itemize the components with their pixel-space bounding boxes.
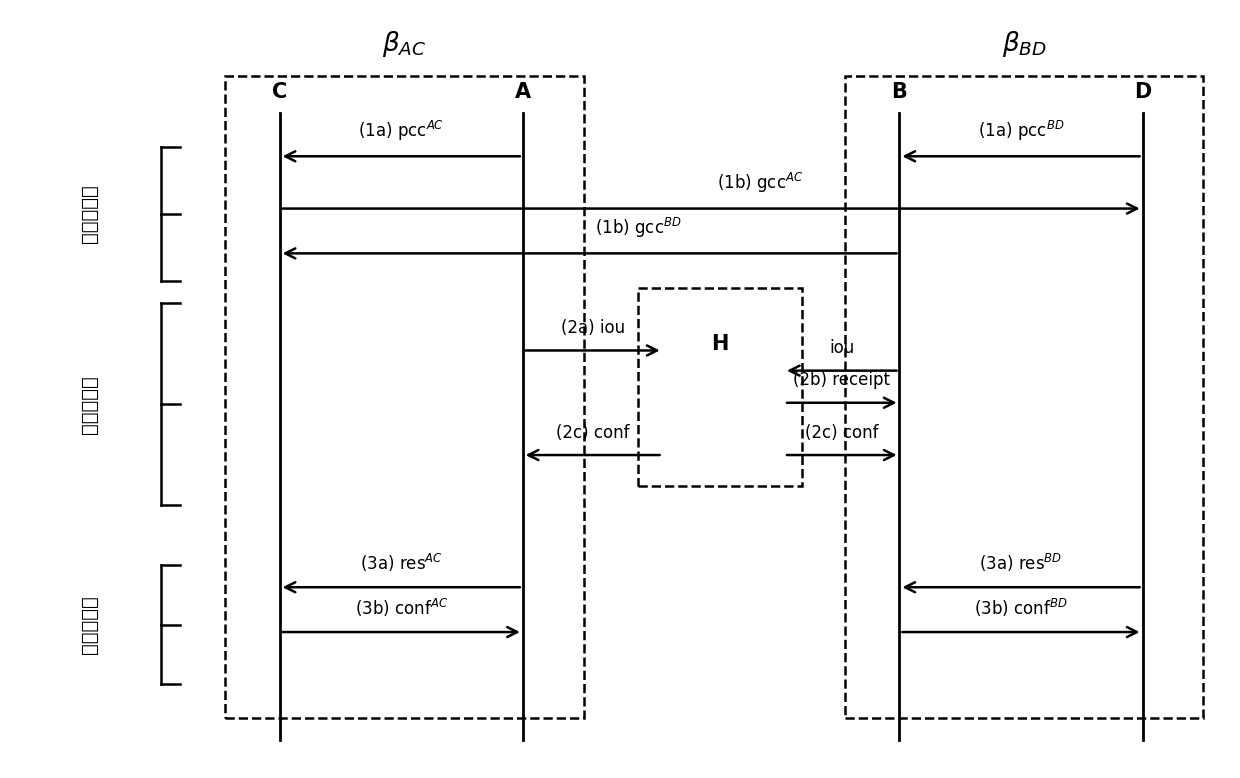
Text: (2a) iou: (2a) iou <box>560 319 625 337</box>
Bar <box>224 75 584 718</box>
Bar <box>844 75 1203 718</box>
Text: (2c) conf: (2c) conf <box>805 423 878 442</box>
Text: (2c) conf: (2c) conf <box>556 423 630 442</box>
Text: (1b) gcc$^{AC}$: (1b) gcc$^{AC}$ <box>717 171 804 195</box>
Text: B: B <box>892 82 908 102</box>
Text: (1a) pcc$^{AC}$: (1a) pcc$^{AC}$ <box>358 119 444 143</box>
Text: H: H <box>712 334 729 354</box>
Text: (3a) res$^{BD}$: (3a) res$^{BD}$ <box>980 552 1063 574</box>
Text: (1b) gcc$^{BD}$: (1b) gcc$^{BD}$ <box>595 216 682 240</box>
Text: A: A <box>515 82 531 102</box>
Text: $\beta_{BD}$: $\beta_{BD}$ <box>1002 30 1047 59</box>
Text: (2b) receipt: (2b) receipt <box>794 371 890 389</box>
Text: 通道内协商: 通道内协商 <box>79 184 98 244</box>
Text: (3a) res$^{AC}$: (3a) res$^{AC}$ <box>360 552 443 574</box>
Bar <box>639 289 802 486</box>
Text: (3b) conf$^{BD}$: (3b) conf$^{BD}$ <box>975 597 1068 619</box>
Text: $\beta_{AC}$: $\beta_{AC}$ <box>382 30 427 59</box>
Text: (3b) conf$^{AC}$: (3b) conf$^{AC}$ <box>355 597 448 619</box>
Text: iou: iou <box>830 339 854 357</box>
Text: D: D <box>1133 82 1151 102</box>
Text: (1a) pcc$^{BD}$: (1a) pcc$^{BD}$ <box>978 119 1064 143</box>
Text: 集线器交易: 集线器交易 <box>79 375 98 433</box>
Text: 通道内结算: 通道内结算 <box>79 595 98 654</box>
Text: C: C <box>272 82 288 102</box>
